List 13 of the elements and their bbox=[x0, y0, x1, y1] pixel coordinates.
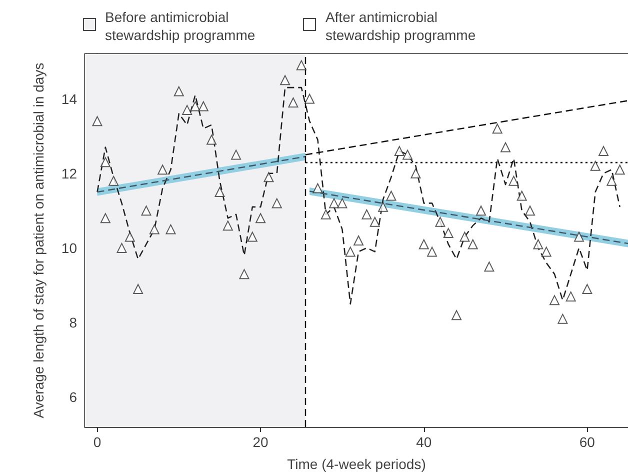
x-tick-label: 0 bbox=[93, 434, 102, 450]
x-axis-title: Time (4-week periods) bbox=[287, 456, 426, 472]
y-tick-label: 10 bbox=[61, 240, 78, 256]
y-tick-label: 14 bbox=[61, 90, 78, 107]
band-label: After antimicrobial stewardship programme bbox=[325, 8, 477, 44]
y-tick-label: 12 bbox=[61, 165, 78, 182]
x-tick-label: 20 bbox=[252, 434, 269, 450]
y-tick-label: 6 bbox=[69, 389, 78, 406]
y-tick-label: 8 bbox=[69, 314, 78, 331]
y-axis-title: Average length of stay for patient on antimicrobial in days bbox=[30, 62, 46, 418]
x-tick-label: 40 bbox=[416, 434, 432, 450]
x-tick-label: 60 bbox=[579, 434, 596, 450]
band-label: Before antimicrobial stewardship programme bbox=[105, 8, 256, 44]
